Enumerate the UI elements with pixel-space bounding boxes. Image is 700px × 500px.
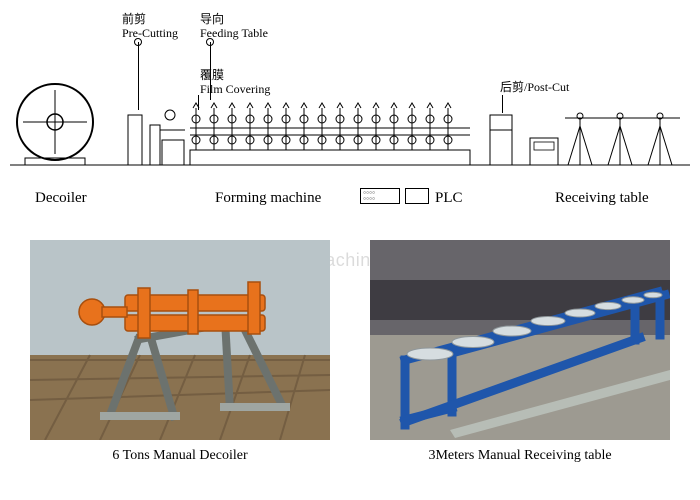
forming-machine-symbol: [190, 103, 470, 165]
schematic-svg: [0, 0, 700, 220]
caption-decoiler: 6 Tons Manual Decoiler: [112, 448, 247, 464]
post-cut-unit: [490, 115, 512, 165]
photo-card-decoiler: 6 Tons Manual Decoiler: [30, 240, 330, 464]
process-diagram: 前剪 Pre-Cutting 导向 Feeding Table 覆膜 Film …: [0, 0, 700, 220]
bottom-label-forming: Forming machine: [215, 190, 321, 207]
bottom-label-receiving: Receiving table: [555, 190, 649, 207]
receiving-table-symbol: [565, 113, 680, 165]
plc-unit-symbol: [530, 138, 558, 165]
decoiler-symbol: [17, 84, 93, 165]
photo-decoiler: [30, 240, 330, 440]
photo-receiving-table: [370, 240, 670, 440]
plc-icon-box: ○○○○ ○○○○: [360, 188, 400, 204]
bottom-label-decoiler: Decoiler: [35, 190, 87, 207]
bottom-label-plc: PLC: [435, 190, 463, 207]
pre-cutting-unit: [128, 110, 185, 165]
photo-row: 6 Tons Manual Decoiler: [0, 240, 700, 464]
plc-screen-icon: [405, 188, 429, 204]
photo-card-receiving: 3Meters Manual Receiving table: [370, 240, 670, 464]
caption-receiving: 3Meters Manual Receiving table: [428, 448, 611, 464]
